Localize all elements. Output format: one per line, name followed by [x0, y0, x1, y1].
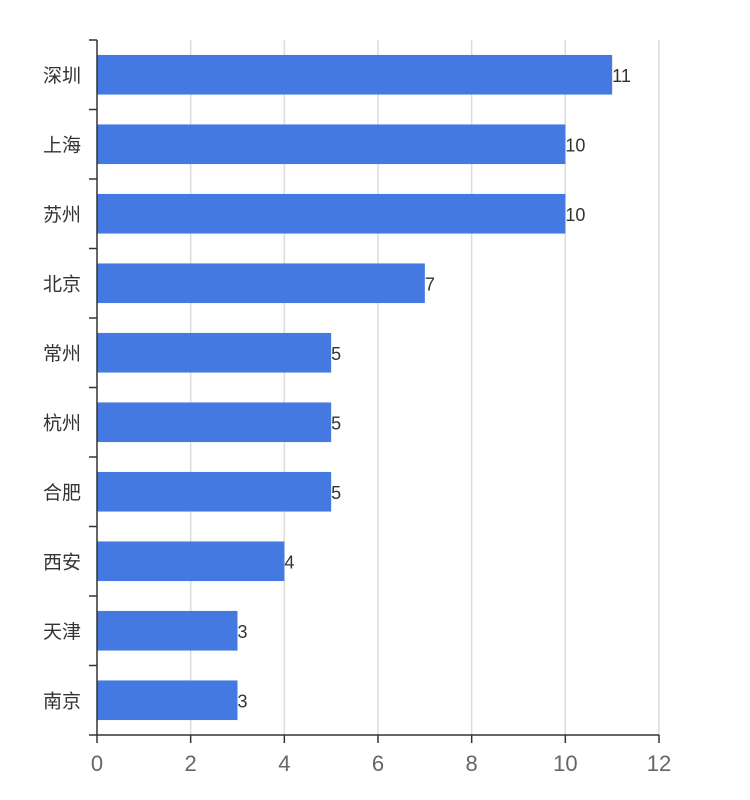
data-label: 5 — [331, 344, 341, 364]
data-label: 5 — [331, 413, 341, 433]
bar-6 — [97, 471, 332, 512]
x-tick-label: 12 — [647, 751, 671, 776]
labels: 0 2 4 6 8 10 12 深圳 11 上海 10 苏州 10 北京 7 常州 5 杭州 5 合肥 5 西安 4 天津 3 南… — [43, 65, 671, 776]
category-label: 深圳 — [43, 65, 81, 87]
bar-5 — [97, 402, 332, 443]
x-tick-label: 6 — [372, 751, 384, 776]
data-label: 7 — [425, 274, 435, 294]
bar-2 — [97, 193, 566, 234]
bar-3 — [97, 263, 425, 304]
x-tick-label: 10 — [553, 751, 577, 776]
data-label: 5 — [331, 483, 341, 503]
bar-0 — [97, 54, 613, 95]
category-label: 南京 — [43, 690, 81, 712]
x-tick-label: 4 — [278, 751, 290, 776]
bar-8 — [97, 610, 238, 651]
category-label: 合肥 — [43, 482, 81, 504]
axes — [89, 39, 660, 743]
bar-1 — [97, 124, 566, 165]
bar-7 — [97, 541, 285, 582]
category-label: 杭州 — [43, 412, 81, 434]
category-label: 北京 — [43, 273, 81, 295]
data-label: 3 — [238, 622, 248, 642]
category-label: 常州 — [43, 343, 81, 365]
category-label: 苏州 — [43, 204, 81, 226]
category-label: 上海 — [43, 134, 81, 156]
x-tick-label: 8 — [466, 751, 478, 776]
data-label: 10 — [565, 205, 585, 225]
category-label: 天津 — [43, 621, 81, 643]
data-label: 10 — [565, 135, 585, 155]
bar-4 — [97, 332, 332, 373]
bar-9 — [97, 680, 238, 721]
x-tick-label: 2 — [185, 751, 197, 776]
data-label: 3 — [238, 691, 248, 711]
category-label: 西安 — [43, 551, 81, 573]
data-label: 4 — [284, 552, 294, 572]
bars — [97, 54, 613, 721]
x-tick-label: 0 — [91, 751, 103, 776]
data-label: 11 — [612, 66, 631, 86]
